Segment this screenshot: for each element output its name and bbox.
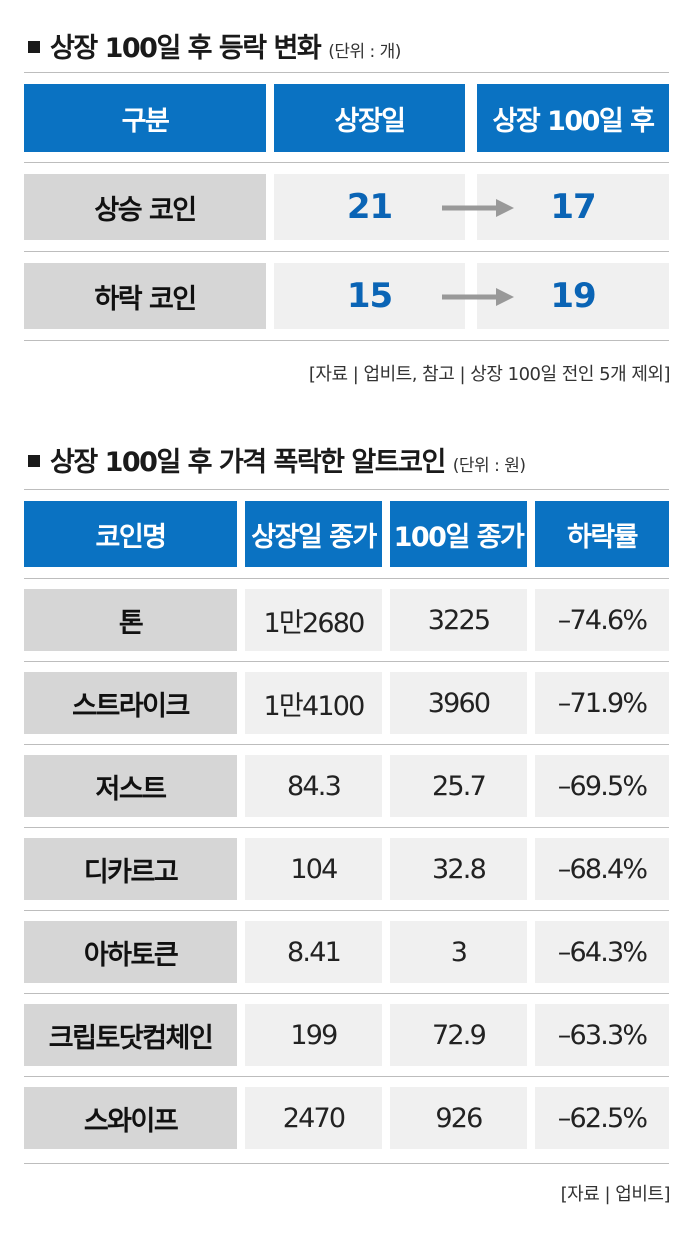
table2-row-close-100: 3225 bbox=[390, 589, 527, 651]
table1-row-rising-label: 상승 코인 bbox=[24, 174, 266, 240]
divider bbox=[24, 340, 669, 341]
table2-row-drop: –64.3% bbox=[535, 921, 669, 983]
table1-row-falling-after100-cell: 19 bbox=[477, 263, 669, 329]
table2-row-drop: –71.9% bbox=[535, 672, 669, 734]
table2-row-close-100: 72.9 bbox=[390, 1004, 527, 1066]
table1-source: [자료 | 업비트, 참고 | 상장 100일 전인 5개 제외] bbox=[308, 364, 671, 385]
table2-source: [자료 | 업비트] bbox=[560, 1184, 671, 1205]
divider bbox=[24, 1163, 669, 1164]
table2-row-name: 크립토닷컴체인 bbox=[24, 1004, 237, 1066]
table2-row-name: 톤 bbox=[24, 589, 237, 651]
table2-row-close-100: 3 bbox=[390, 921, 527, 983]
divider bbox=[24, 661, 669, 662]
table2-row-close-100: 25.7 bbox=[390, 755, 527, 817]
table2-row-close-100: 32.8 bbox=[390, 838, 527, 900]
table2-row-close-100: 3960 bbox=[390, 672, 527, 734]
divider bbox=[24, 489, 669, 490]
divider bbox=[24, 1076, 669, 1077]
divider bbox=[24, 910, 669, 911]
table2-row-drop: –69.5% bbox=[535, 755, 669, 817]
table1-row-rising-after100: 17 bbox=[550, 187, 596, 227]
table1-row-falling-after100: 19 bbox=[550, 276, 596, 316]
table1-row-falling-listing-cell: 15 bbox=[274, 263, 465, 329]
arrow-right-icon bbox=[442, 288, 514, 306]
table1-header-after100: 상장 100일 후 bbox=[477, 84, 669, 152]
table1-title: 상장 100일 후 등락 변화 (단위 : 개) bbox=[28, 26, 401, 65]
table2-header-name: 코인명 bbox=[24, 501, 237, 567]
table1-header-listing: 상장일 bbox=[274, 84, 465, 152]
square-bullet-icon bbox=[28, 455, 40, 467]
table1-unit: (단위 : 개) bbox=[328, 42, 401, 62]
table2-row-name: 아하토큰 bbox=[24, 921, 237, 983]
table2-row-listing-close: 2470 bbox=[245, 1087, 382, 1149]
table2-row-listing-close: 199 bbox=[245, 1004, 382, 1066]
divider bbox=[24, 827, 669, 828]
table2-row-close-100: 926 bbox=[390, 1087, 527, 1149]
table2-row-listing-close: 104 bbox=[245, 838, 382, 900]
table2-title: 상장 100일 후 가격 폭락한 알트코인 (단위 : 원) bbox=[28, 440, 526, 479]
table1-row-falling-label: 하락 코인 bbox=[24, 263, 266, 329]
table2-row-listing-close: 1만4100 bbox=[245, 672, 382, 734]
table2-row-drop: –63.3% bbox=[535, 1004, 669, 1066]
divider bbox=[24, 72, 669, 73]
arrow-right-icon bbox=[442, 199, 514, 217]
table2-row-name: 디카르고 bbox=[24, 838, 237, 900]
table2-row-listing-close: 84.3 bbox=[245, 755, 382, 817]
table2-row-name: 스와이프 bbox=[24, 1087, 237, 1149]
table1-title-text: 상장 100일 후 등락 변화 bbox=[50, 33, 322, 64]
table2-header-drop: 하락률 bbox=[535, 501, 669, 567]
table2-header-listing-close: 상장일 종가 bbox=[245, 501, 382, 567]
table2-row-drop: –68.4% bbox=[535, 838, 669, 900]
table2-row-name: 저스트 bbox=[24, 755, 237, 817]
divider bbox=[24, 251, 669, 252]
table2-row-name: 스트라이크 bbox=[24, 672, 237, 734]
divider bbox=[24, 578, 669, 579]
table2-row-drop: –74.6% bbox=[535, 589, 669, 651]
table2-row-listing-close: 8.41 bbox=[245, 921, 382, 983]
divider bbox=[24, 993, 669, 994]
table1-row-rising-listing-cell: 21 bbox=[274, 174, 465, 240]
table1-header-category: 구분 bbox=[24, 84, 266, 152]
square-bullet-icon bbox=[28, 41, 40, 53]
table2-unit: (단위 : 원) bbox=[452, 456, 526, 476]
table2-row-listing-close: 1만2680 bbox=[245, 589, 382, 651]
table2-row-drop: –62.5% bbox=[535, 1087, 669, 1149]
table1-row-falling-listing: 15 bbox=[346, 276, 393, 316]
table2-header-close-100: 100일 종가 bbox=[390, 501, 527, 567]
divider bbox=[24, 162, 669, 163]
table1-row-rising-listing: 21 bbox=[346, 187, 393, 227]
divider bbox=[24, 744, 669, 745]
table2-title-text: 상장 100일 후 가격 폭락한 알트코인 bbox=[50, 447, 446, 478]
